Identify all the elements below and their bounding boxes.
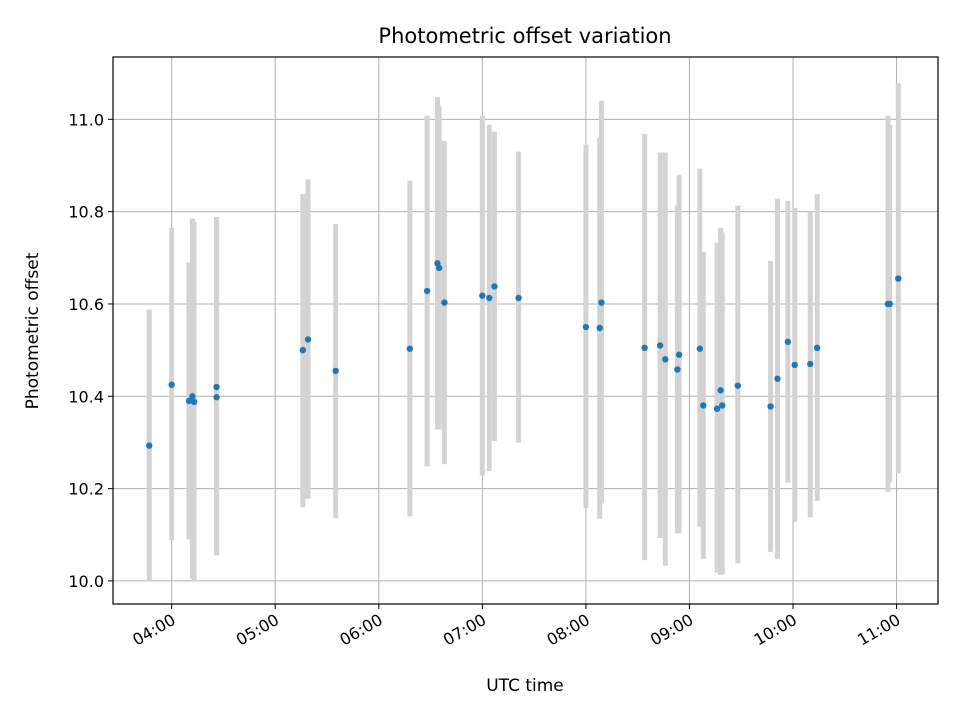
data-point — [304, 336, 312, 343]
data-point — [656, 342, 664, 349]
data-point — [674, 366, 681, 373]
y-tick-label: 10.6 — [68, 295, 104, 314]
y-axis: 10.0 10.2 10.4 10.6 10.8 11.0 — [68, 110, 113, 591]
data-point — [168, 381, 175, 388]
data-point — [598, 299, 605, 306]
data-point — [791, 361, 798, 369]
data-point — [299, 346, 307, 354]
data-point — [190, 398, 198, 406]
data-point — [332, 367, 339, 375]
data-point — [641, 344, 648, 352]
y-tick-label: 10.4 — [68, 387, 104, 406]
chart-title: Photometric offset variation — [378, 24, 671, 48]
data-point — [807, 360, 814, 368]
data-point — [213, 383, 220, 391]
plot-frame — [112, 56, 939, 605]
data-point — [662, 356, 669, 363]
data-point — [886, 300, 893, 308]
data-point — [491, 283, 498, 290]
y-tick-label: 10.8 — [68, 203, 104, 222]
data-point — [189, 393, 196, 400]
data-point — [423, 287, 431, 295]
data-point — [486, 294, 493, 302]
data-point — [696, 345, 704, 352]
y-tick-label: 10.2 — [68, 480, 104, 499]
data-point — [895, 275, 902, 282]
data-point — [734, 382, 741, 389]
data-point — [185, 397, 193, 405]
data-point — [784, 338, 792, 346]
data-point — [717, 387, 724, 394]
data-point — [213, 394, 220, 401]
data-point — [596, 324, 603, 332]
y-axis-label: Photometric offset — [23, 252, 43, 409]
data-point — [479, 292, 486, 299]
y-tick-label: 10.0 — [68, 572, 104, 591]
data-point — [700, 402, 707, 409]
data-point — [675, 351, 683, 358]
data-point — [441, 299, 448, 306]
data-point — [774, 375, 781, 382]
x-axis-label: UTC time — [486, 676, 564, 696]
data-point — [813, 344, 821, 352]
data-point — [515, 294, 522, 302]
data-point — [146, 442, 153, 449]
data-point — [406, 345, 414, 352]
data-point — [436, 264, 443, 272]
data-points — [146, 260, 902, 449]
data-point — [767, 403, 774, 410]
data-point — [582, 323, 590, 331]
data-point — [713, 405, 721, 412]
y-tick-label: 11.0 — [68, 110, 104, 129]
data-point — [719, 402, 726, 409]
